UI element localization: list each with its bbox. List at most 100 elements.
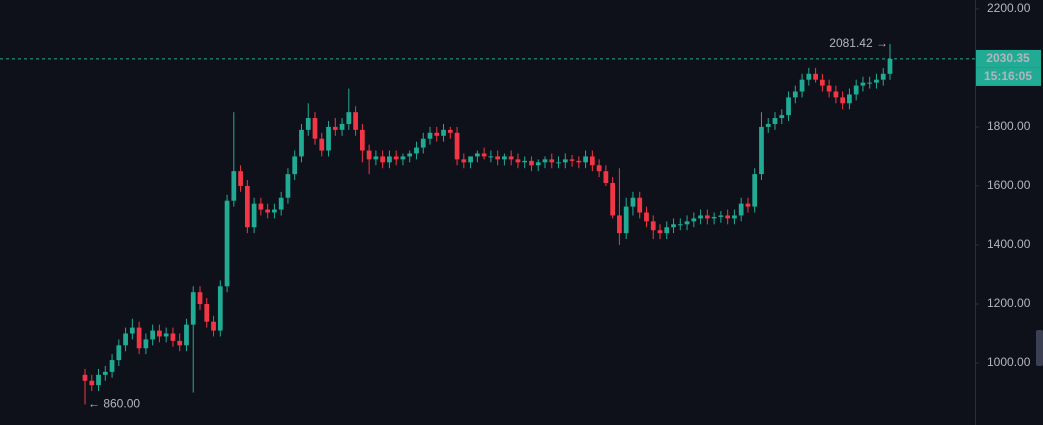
- high-marker: 2081.42 →: [829, 36, 888, 50]
- candle-body: [190, 292, 196, 325]
- candle-body: [109, 360, 115, 372]
- candle-body: [244, 185, 250, 228]
- candle-body: [515, 159, 521, 163]
- candle-body: [725, 215, 731, 219]
- candle-body: [556, 162, 561, 164]
- candle-body: [82, 374, 88, 381]
- candle-body: [623, 206, 629, 234]
- countdown-label: 15:16:05: [984, 69, 1032, 83]
- candle-body: [272, 209, 277, 213]
- candle-body: [495, 156, 501, 160]
- candle-body: [583, 156, 588, 163]
- candle-body: [387, 156, 392, 163]
- scroll-handle[interactable]: [1036, 330, 1043, 366]
- candle-body: [576, 160, 582, 163]
- candle-body: [596, 165, 602, 172]
- candle-body: [265, 209, 271, 213]
- candle-body: [772, 118, 778, 124]
- candle-body: [650, 221, 656, 231]
- candle-body: [305, 118, 311, 130]
- candle-body: [285, 174, 291, 198]
- candle-body: [847, 94, 852, 104]
- candle-body: [711, 216, 717, 219]
- candle-body: [258, 203, 264, 210]
- candle-body: [332, 126, 338, 130]
- candle-body: [366, 150, 372, 160]
- candle-body: [102, 371, 108, 375]
- candle-body: [704, 215, 710, 219]
- candle-body: [238, 171, 243, 186]
- candle-body: [630, 197, 636, 207]
- candle-body: [170, 333, 176, 341]
- candle-body: [874, 79, 879, 83]
- candle-body: [529, 160, 534, 166]
- candle-body: [813, 73, 818, 80]
- candle-body: [96, 374, 101, 386]
- candle-body: [535, 162, 541, 166]
- candle-body: [738, 203, 744, 216]
- candle-body: [393, 156, 399, 160]
- candle-body: [502, 156, 507, 160]
- candle-body: [224, 200, 230, 287]
- candle-body: [691, 218, 697, 222]
- candle-body: [644, 212, 649, 222]
- candle-body: [867, 82, 873, 84]
- candle-body: [447, 129, 453, 133]
- candle-body: [603, 171, 609, 183]
- candle-body: [407, 153, 413, 157]
- candle-body: [853, 85, 859, 95]
- candle-body: [826, 85, 832, 92]
- y-tick-label: 1600.00: [987, 178, 1031, 192]
- candle-body: [299, 129, 304, 157]
- candle-body: [123, 333, 128, 346]
- candle-body: [759, 126, 764, 175]
- y-tick-label: 1400.00: [987, 237, 1031, 251]
- candle-body: [441, 129, 446, 136]
- candle-body: [819, 79, 825, 86]
- candle-body: [217, 286, 223, 331]
- candle-body: [617, 215, 622, 234]
- candle-body: [637, 197, 643, 213]
- candle-body: [610, 182, 616, 216]
- candle-body: [461, 159, 467, 163]
- candle-body: [549, 159, 555, 163]
- candle-body: [326, 126, 331, 151]
- candle-body: [732, 215, 737, 219]
- candle-body: [204, 303, 210, 322]
- candle-body: [806, 73, 812, 80]
- candle-body: [400, 156, 406, 160]
- candle-body: [657, 230, 663, 234]
- candle-body: [880, 73, 886, 80]
- candle-body: [677, 224, 683, 226]
- candle-body: [177, 340, 183, 346]
- candle-body: [312, 118, 318, 139]
- y-tick-label: 1800.00: [987, 119, 1031, 133]
- candle-body: [89, 380, 95, 386]
- candle-body: [752, 174, 758, 207]
- candle-body: [157, 330, 162, 337]
- y-tick-label: 2200.00: [987, 1, 1031, 15]
- candle-body: [292, 156, 298, 175]
- candle-body: [671, 224, 676, 228]
- last-price-label: 2030.35: [986, 51, 1030, 65]
- candle-body: [211, 321, 216, 331]
- candle-body: [698, 215, 703, 219]
- candle-body: [745, 203, 751, 207]
- candle-body: [163, 333, 169, 337]
- candle-body: [468, 156, 473, 163]
- candle-body: [569, 159, 575, 161]
- candle-body: [278, 197, 284, 210]
- candle-body: [359, 129, 365, 151]
- candle-body: [833, 91, 839, 98]
- candle-body: [339, 123, 345, 130]
- candle-body: [251, 203, 257, 228]
- candle-body: [346, 112, 352, 124]
- candle-body: [150, 330, 156, 340]
- candle-body: [420, 138, 426, 148]
- candle-body: [380, 156, 386, 163]
- candle-body: [718, 215, 724, 217]
- candle-body: [184, 324, 189, 346]
- candle-body: [434, 132, 440, 136]
- candle-body: [454, 132, 460, 160]
